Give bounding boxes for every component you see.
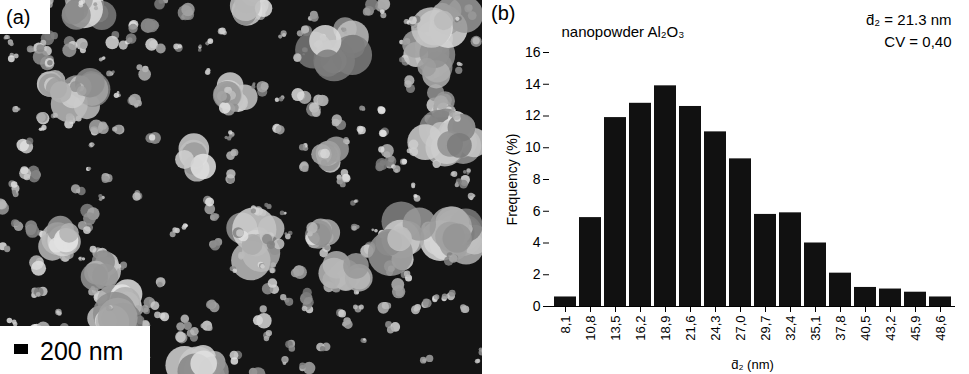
svg-text:40,5: 40,5: [858, 316, 873, 341]
svg-text:18,9: 18,9: [658, 316, 673, 341]
html-text:(b): (b): [491, 2, 516, 24]
svg-text:4: 4: [533, 234, 541, 250]
svg-text:12: 12: [525, 107, 541, 123]
svg-text:8: 8: [533, 171, 541, 187]
svg-text:10,8: 10,8: [583, 316, 598, 341]
svg-text:21,6: 21,6: [683, 316, 698, 341]
svg-text:10: 10: [525, 139, 541, 155]
svg-text:16,2: 16,2: [633, 316, 648, 341]
svg-text:0: 0: [533, 298, 541, 314]
svg-text:43,2: 43,2: [883, 316, 898, 341]
svg-text:CV = 0,40: CV = 0,40: [884, 33, 951, 50]
svg-text:16: 16: [525, 44, 541, 60]
svg-text:32,4: 32,4: [783, 316, 798, 341]
svg-text:29,7: 29,7: [758, 316, 773, 341]
svg-text:d̄₂ (nm): d̄₂ (nm): [731, 357, 774, 372]
svg-text:37,8: 37,8: [833, 316, 848, 341]
svg-text:Frequency (%): Frequency (%): [504, 134, 520, 226]
svg-text:13,5: 13,5: [608, 316, 623, 341]
svg-text:d̄₂ = 21.3 nm: d̄₂ = 21.3 nm: [866, 11, 951, 28]
svg-text:27,0: 27,0: [733, 316, 748, 341]
svg-text:45,9: 45,9: [908, 316, 923, 341]
svg-text:nanopowder Al₂O₃: nanopowder Al₂O₃: [562, 23, 685, 40]
svg-text:14: 14: [525, 76, 541, 92]
svg-text:6: 6: [533, 203, 541, 219]
svg-text:(a): (a): [6, 6, 30, 28]
svg-text:2: 2: [533, 266, 541, 282]
svg-text:8,1: 8,1: [558, 316, 573, 334]
svg-text:200 nm: 200 nm: [40, 337, 123, 365]
svg-text:48,6: 48,6: [933, 316, 948, 341]
svg-text:24,3: 24,3: [708, 316, 723, 341]
svg-text:35,1: 35,1: [808, 316, 823, 341]
